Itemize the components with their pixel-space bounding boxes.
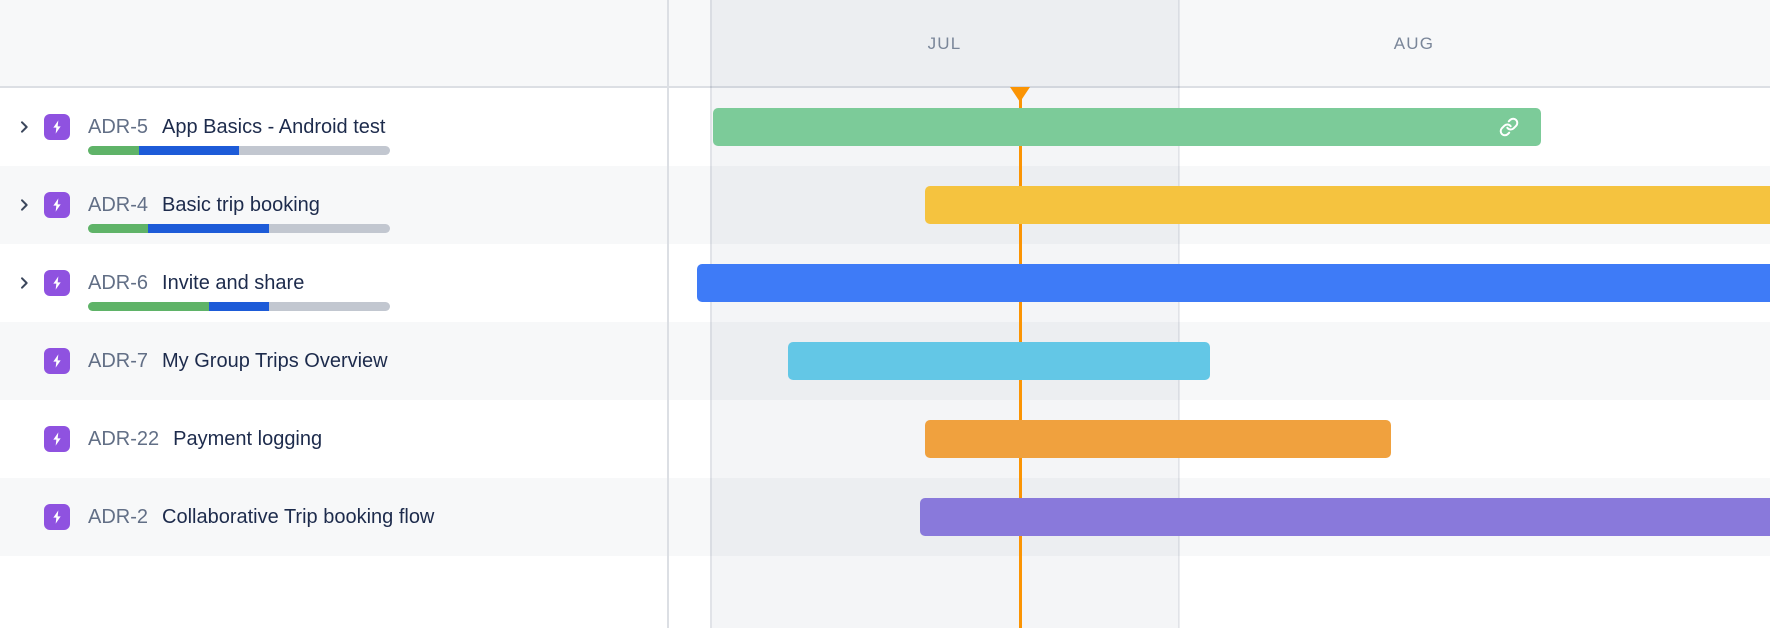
epic-row[interactable]: ADR-22 Payment logging <box>0 400 1770 478</box>
month-gridline <box>1178 0 1180 628</box>
timeline-start-gridline <box>710 0 712 628</box>
timeline-bar[interactable] <box>925 186 1770 224</box>
epic-row-label: ADR-4 Basic trip booking <box>16 191 320 219</box>
epic-row-label: ADR-7 My Group Trips Overview <box>16 347 388 375</box>
chevron-right-icon[interactable] <box>16 275 44 291</box>
progress-in-progress <box>139 146 239 155</box>
issue-key: ADR-6 <box>88 271 149 294</box>
month-header-jul: JUL <box>927 34 962 53</box>
progress-done <box>88 224 149 233</box>
epic-icon <box>44 348 70 374</box>
progress-todo <box>269 302 390 311</box>
chevron-right-icon[interactable] <box>16 197 44 213</box>
issue-summary: My Group Trips Overview <box>162 349 388 372</box>
timeline-header <box>0 0 1770 88</box>
epic-icon <box>44 192 70 218</box>
issue-summary: Collaborative Trip booking flow <box>162 505 435 528</box>
epic-icon <box>44 270 70 296</box>
month-header-aug: AUG <box>1393 34 1435 53</box>
issue-key: ADR-22 <box>88 427 160 450</box>
timeline-bar[interactable] <box>697 264 1770 302</box>
progress-todo <box>238 146 390 155</box>
issue-key: ADR-4 <box>88 193 149 216</box>
epic-row-label: ADR-2 Collaborative Trip booking flow <box>16 503 434 531</box>
chevron-right-icon[interactable] <box>16 119 44 135</box>
epic-icon <box>44 426 70 452</box>
epic-row[interactable]: ADR-7 My Group Trips Overview <box>0 322 1770 400</box>
today-marker-icon <box>1010 87 1030 102</box>
issue-key: ADR-5 <box>88 115 149 138</box>
epic-row-label: ADR-6 Invite and share <box>16 269 304 297</box>
epic-row-label: ADR-22 Payment logging <box>16 425 322 453</box>
issue-summary: Invite and share <box>162 271 305 294</box>
left-panel-divider <box>667 0 669 628</box>
progress-in-progress <box>148 224 270 233</box>
epic-row[interactable]: ADR-6 Invite and share <box>0 244 1770 322</box>
progress-in-progress <box>208 302 270 311</box>
epic-icon <box>44 114 70 140</box>
epic-row-label: ADR-5 App Basics - Android test <box>16 113 385 141</box>
timeline-bar[interactable] <box>788 342 1210 380</box>
issue-summary: Payment logging <box>173 427 323 450</box>
epic-row[interactable]: ADR-2 Collaborative Trip booking flow <box>0 478 1770 556</box>
issue-summary: App Basics - Android test <box>162 115 386 138</box>
progress-bar <box>88 224 390 233</box>
epic-icon <box>44 504 70 530</box>
progress-bar <box>88 302 390 311</box>
timeline-bar[interactable] <box>920 498 1770 536</box>
progress-done <box>88 302 209 311</box>
timeline-bar[interactable] <box>713 108 1541 146</box>
progress-bar <box>88 146 390 155</box>
timeline-bar[interactable] <box>925 420 1391 458</box>
epic-row[interactable]: ADR-5 App Basics - Android test <box>0 88 1770 166</box>
link-icon[interactable] <box>1499 117 1519 137</box>
issue-key: ADR-2 <box>88 505 149 528</box>
epic-row[interactable]: ADR-4 Basic trip booking <box>0 166 1770 244</box>
issue-summary: Basic trip booking <box>162 193 320 216</box>
issue-key: ADR-7 <box>88 349 149 372</box>
progress-done <box>88 146 140 155</box>
progress-todo <box>269 224 390 233</box>
